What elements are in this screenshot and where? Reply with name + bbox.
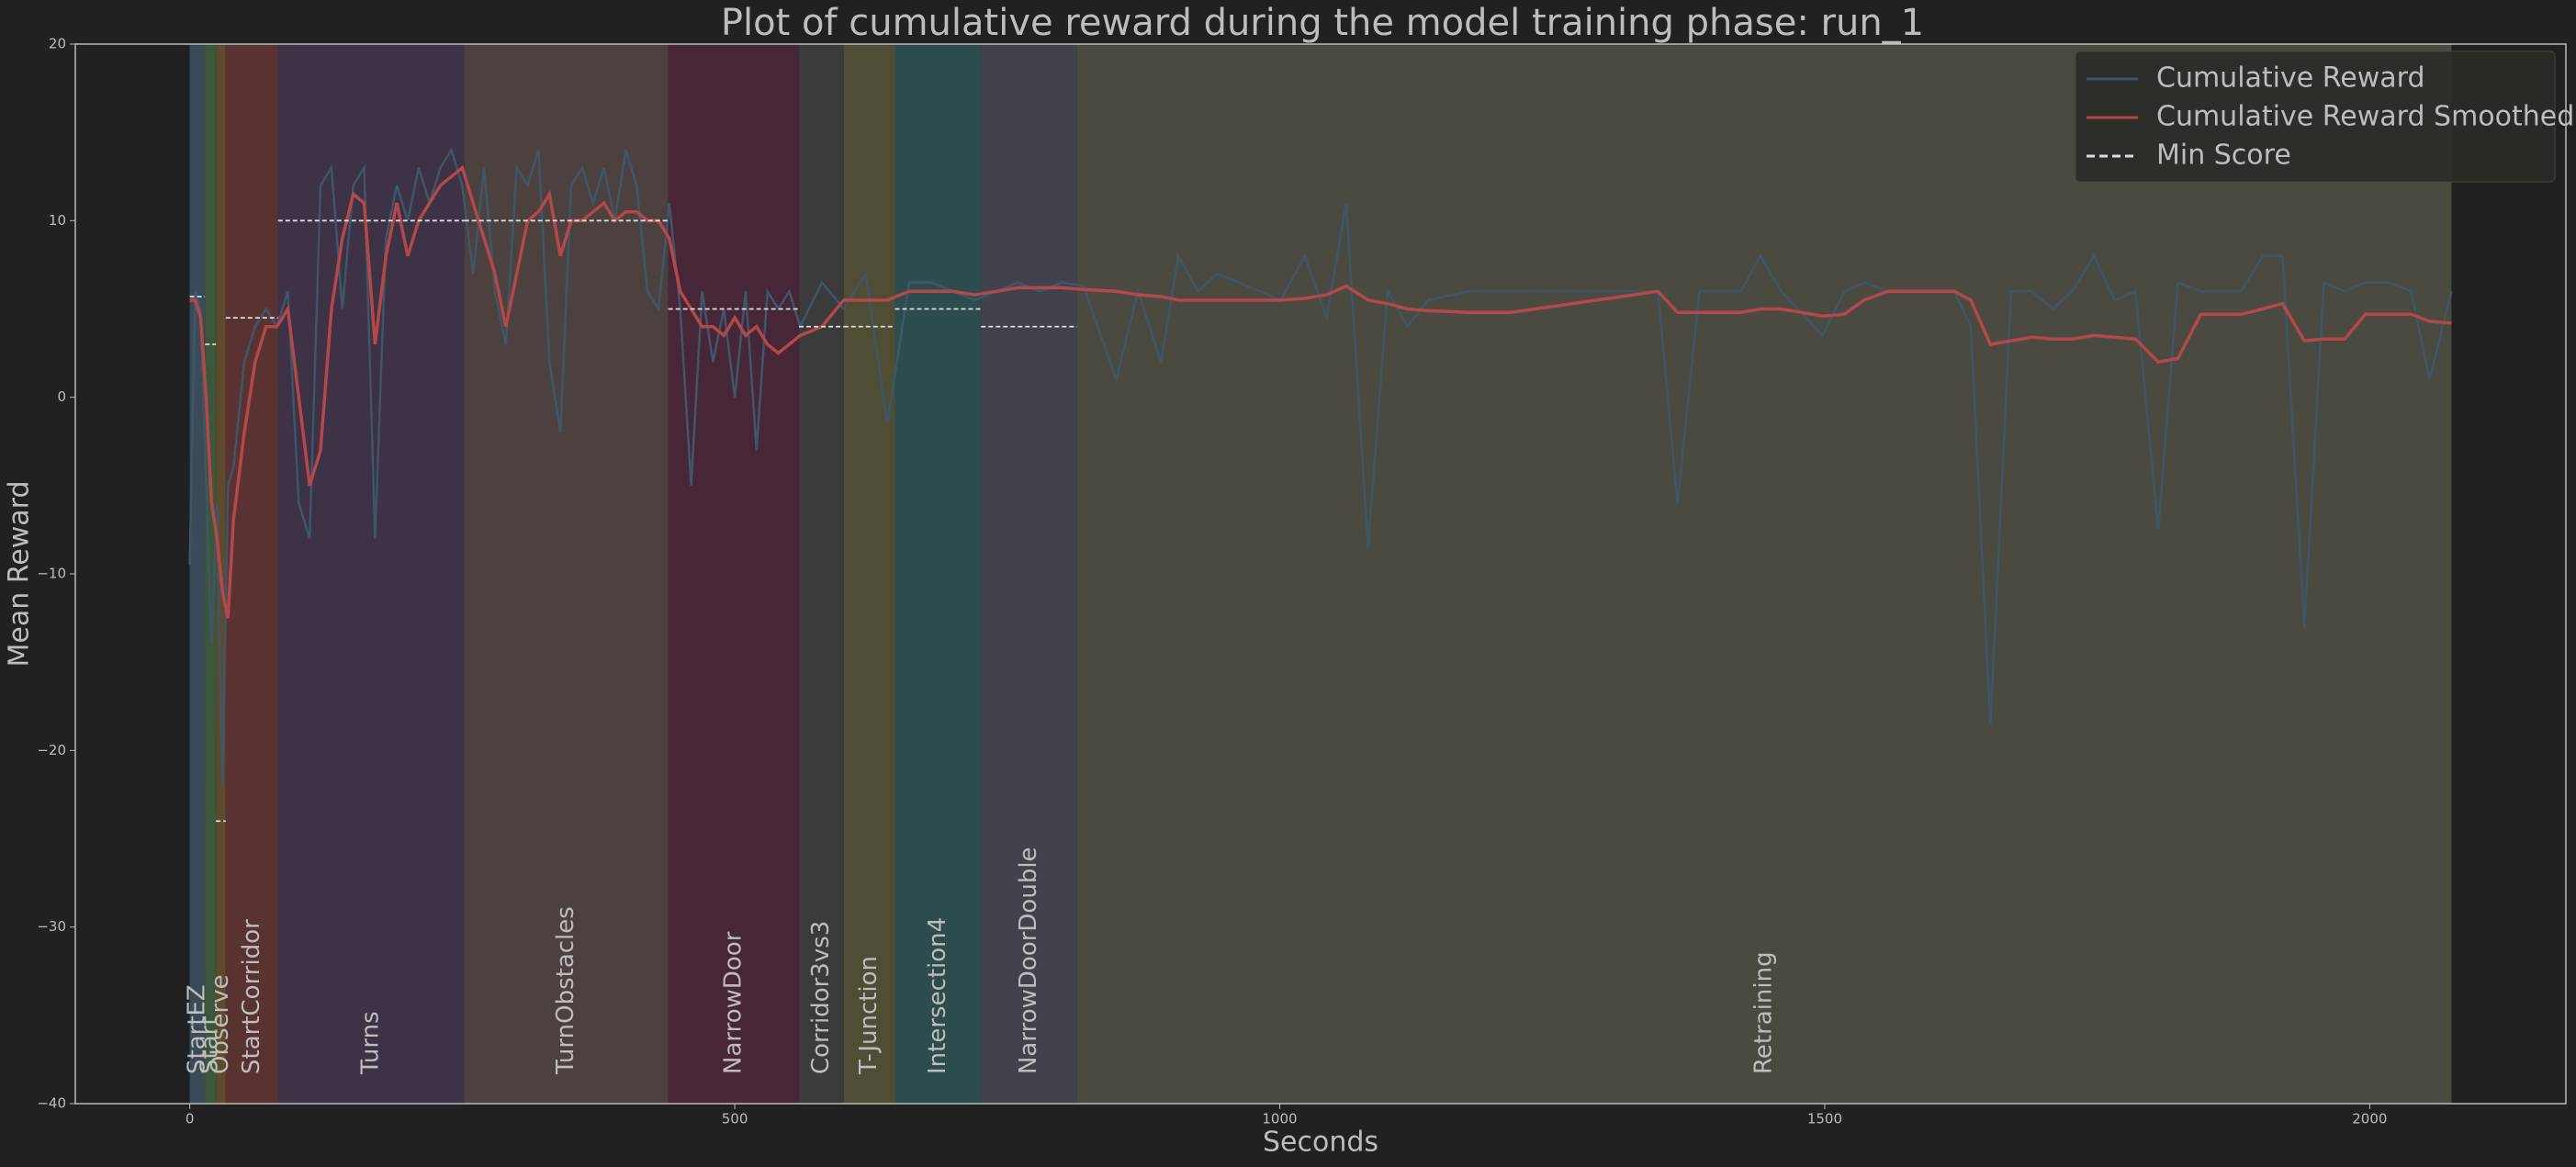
legend-box [2075,50,2556,183]
region-label: Observe [207,974,234,1074]
region-label: Corridor3vs3 [807,921,835,1074]
y-tick-label: −30 [37,918,66,935]
region-label: Turns [357,1011,385,1075]
x-tick-label: 1500 [1807,1111,1842,1128]
phase-region [668,44,800,1104]
chart-title: Plot of cumulative reward during the mod… [721,2,1924,44]
phase-region [843,44,895,1104]
series-line [188,147,2453,786]
y-tick-label: 0 [57,388,66,405]
y-tick-label: −10 [37,566,66,582]
x-tick-label: 0 [186,1111,195,1128]
region-label: NarrowDoor [719,931,747,1074]
y-tick-label: −20 [37,742,66,758]
region-label: StartCorridor [238,919,265,1074]
phase-region [225,44,278,1104]
phase-region [205,44,217,1104]
x-tick-label: 1000 [1262,1111,1297,1128]
y-tick-label: 20 [49,36,66,52]
region-label: Start [197,1016,224,1074]
legend-label: Cumulative Reward Smoothed [2156,101,2574,133]
series-line [189,164,2452,619]
region-label: T-Junction [855,956,883,1075]
x-tick-label: 2000 [2352,1111,2387,1128]
y-tick-label: 10 [49,212,66,229]
region-label: NarrowDoorDouble [1015,847,1042,1074]
region-label: Intersection4 [924,917,951,1074]
region-label: Retraining [1750,951,1778,1074]
phase-region [799,44,844,1104]
phase-region [277,44,465,1104]
legend-label: Cumulative Reward [2156,62,2425,95]
x-tick-label: 500 [722,1111,748,1128]
phase-region [981,44,1077,1104]
phase-region [894,44,982,1104]
y-axis-label: Mean Reward [4,481,36,668]
region-label: TurnObstacles [552,906,579,1075]
legend-label: Min Score [2156,140,2291,172]
x-axis-label: Seconds [1263,1127,1378,1159]
region-label: StartEZ [183,984,210,1074]
phase-region [189,44,206,1104]
y-tick-label: −40 [37,1095,66,1112]
phase-region [1076,44,2452,1104]
